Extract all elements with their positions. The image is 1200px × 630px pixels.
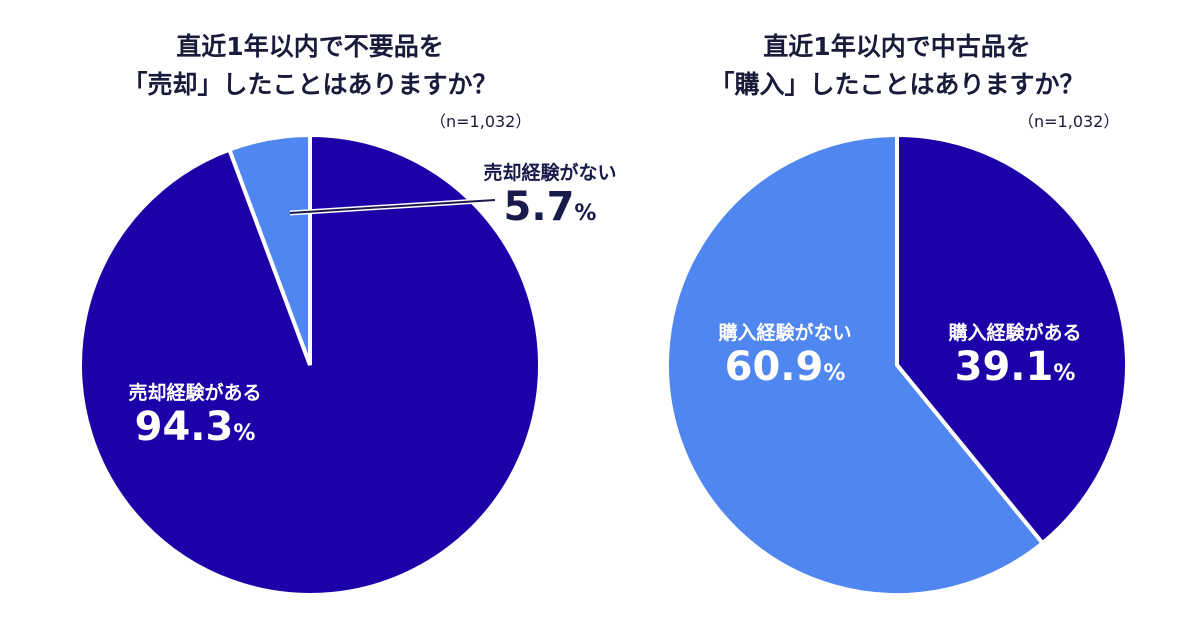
- chart-1-slice-1: [665, 132, 1046, 597]
- left-sample-size: （n=1,032）: [430, 112, 532, 131]
- right-chart-title: 直近1年以内で中古品を 「購入」したことはありますか？: [709, 32, 1085, 99]
- left-slice-0-label: 売却経験がある 94.3%: [128, 382, 262, 450]
- right-slice-0-label: 購入経験がある 39.1%: [948, 322, 1082, 390]
- left-chart-title: 直近1年以内で不要品を 「売却」したことはありますか？: [122, 32, 498, 99]
- left-slice-1-label: 売却経験がない 5.7%: [483, 162, 617, 230]
- right-slice-1-label: 購入経験がない 60.9%: [718, 322, 852, 390]
- chart-1-slice-0: [895, 132, 1129, 546]
- chart-0-slice-1: [226, 132, 312, 366]
- right-sample-size: （n=1,032）: [1018, 112, 1120, 131]
- leader-line: [289, 199, 496, 214]
